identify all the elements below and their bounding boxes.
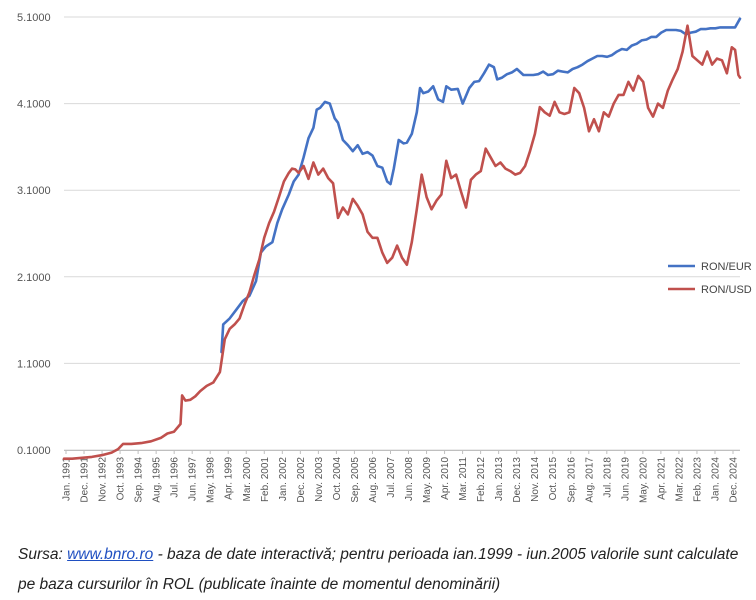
x-tick-label: Mar. 2000: [242, 457, 253, 502]
source-caption: Sursa: www.bnro.ro - baza de date intera…: [18, 540, 748, 600]
y-tick-label: 0.1000: [17, 445, 51, 457]
x-tick-label: Jun. 2008: [404, 457, 415, 501]
legend: RON/EUR RON/USD: [668, 261, 752, 296]
x-tick-label: Apr. 1999: [224, 457, 235, 500]
x-tick-label: Jul. 1996: [170, 457, 181, 498]
x-tick-label: May. 2020: [638, 457, 649, 503]
y-tick-label: 1.1000: [17, 358, 51, 370]
x-axis: Jan. 1991 Dec. 1991 Nov. 1992 Oct. 1993 Sep.…: [62, 450, 740, 503]
x-tick-label: Aug. 2006: [368, 457, 379, 503]
x-tick-label: Feb. 2012: [476, 457, 487, 502]
x-tick-label: Oct. 2015: [548, 457, 559, 501]
x-tick-label: Apr. 2021: [656, 457, 667, 500]
x-tick-label: May. 1998: [206, 457, 217, 503]
x-tick-label: Jan. 2024: [710, 457, 721, 501]
x-tick-label: Sep. 1994: [134, 457, 145, 503]
x-tick-label: Feb. 2023: [692, 457, 703, 502]
x-tick-label: Sep. 2016: [566, 457, 577, 503]
x-tick-label: Jul. 2007: [386, 457, 397, 498]
x-tick-label: Aug. 1995: [152, 457, 163, 503]
caption-prefix: Sursa:: [18, 546, 68, 563]
x-tick-label: Jan. 1991: [62, 457, 73, 501]
x-tick-label: Nov. 1992: [98, 457, 109, 502]
x-tick-label: Jan. 2002: [278, 457, 289, 501]
x-tick-label: Dec. 2024: [729, 457, 740, 503]
x-tick-label: Dec. 2013: [512, 457, 523, 503]
x-tick-label: Dec. 1991: [80, 457, 91, 503]
x-tick-label: Oct. 2004: [332, 457, 343, 501]
y-axis: 0.1000 1.1000 2.1000 3.1000 4.1000 5.1000: [17, 12, 51, 457]
gridlines: [64, 16, 740, 451]
x-tick-label: Mar. 2022: [674, 457, 685, 502]
exchange-rate-chart: 0.1000 1.1000 2.1000 3.1000 4.1000 5.1000 Jan…: [17, 12, 752, 503]
x-tick-label: May. 2009: [422, 457, 433, 503]
x-tick-label: Apr. 2010: [440, 457, 451, 500]
source-link[interactable]: www.bnro.ro: [67, 546, 154, 563]
series-line-ron-usd: [62, 24, 742, 460]
x-tick-label: Nov. 2003: [314, 457, 325, 502]
x-tick-label: Jul. 2018: [602, 457, 613, 498]
series-line-ron-eur: [220, 17, 742, 354]
x-tick-label: Jun. 1997: [188, 457, 199, 501]
y-tick-label: 2.1000: [17, 272, 51, 284]
x-tick-label: Jun. 2019: [620, 457, 631, 501]
x-tick-label: Nov. 2014: [530, 457, 541, 502]
legend-label: RON/USD: [701, 284, 752, 296]
x-tick-label: Mar. 2011: [458, 457, 469, 501]
series-lines: [62, 17, 742, 460]
x-tick-label: Sep. 2005: [350, 457, 361, 503]
x-tick-label: Jan. 2013: [494, 457, 505, 501]
x-tick-label: Oct. 1993: [116, 457, 127, 501]
caption-text: - baza de date interactivă; pentru perio…: [18, 546, 739, 593]
legend-label: RON/EUR: [701, 261, 752, 273]
x-tick-label: Feb. 2001: [260, 457, 271, 502]
y-tick-label: 3.1000: [17, 185, 51, 197]
y-tick-label: 5.1000: [17, 12, 51, 24]
x-tick-label: Dec. 2002: [296, 457, 307, 503]
x-tick-label: Aug. 2017: [584, 457, 595, 503]
y-tick-label: 4.1000: [17, 99, 51, 111]
